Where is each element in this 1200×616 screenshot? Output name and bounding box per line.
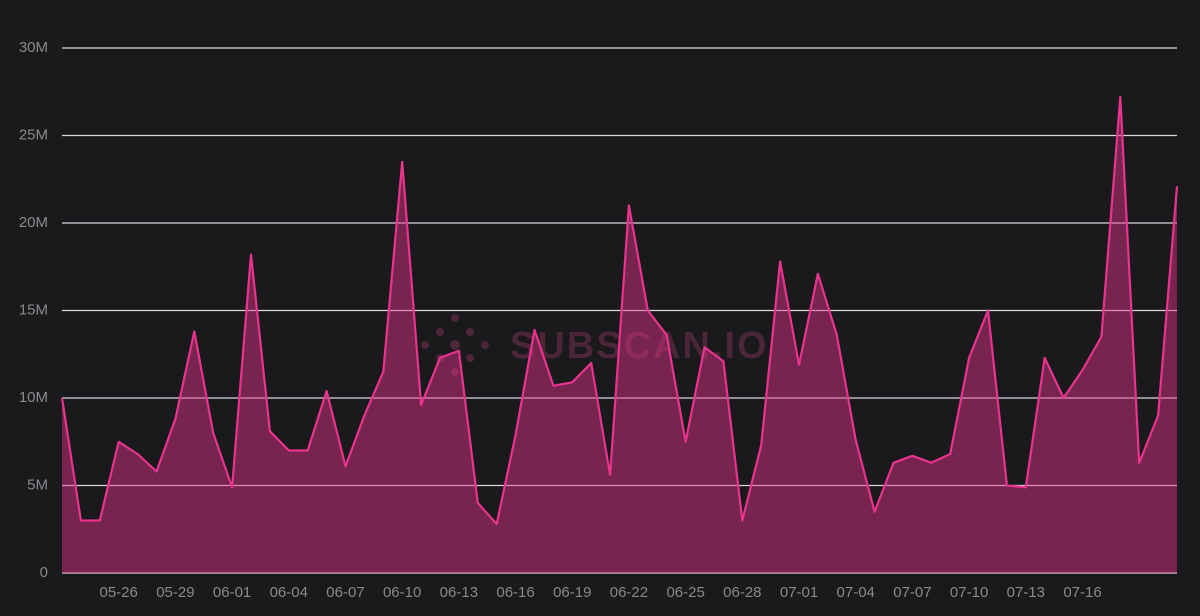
- x-tick-label: 05-26: [100, 584, 138, 601]
- x-tick-label: 07-13: [1007, 584, 1045, 601]
- x-tick-label: 06-22: [610, 584, 648, 601]
- x-tick-label: 06-01: [213, 584, 251, 601]
- y-tick-label: 10M: [19, 389, 48, 406]
- line: [60, 95, 1179, 526]
- watermark-logo: [421, 314, 489, 376]
- x-tick-label: 07-10: [950, 584, 988, 601]
- area: [62, 97, 1177, 573]
- y-tick-label: 30M: [19, 39, 48, 56]
- y-tick-label: 20M: [19, 214, 48, 231]
- x-tick-label: 07-01: [780, 584, 818, 601]
- x-tick-label: 07-04: [837, 584, 875, 601]
- y-tick-label: 0: [40, 564, 48, 581]
- x-tick-label: 06-28: [723, 584, 761, 601]
- x-tick-label: 06-13: [440, 584, 478, 601]
- x-tick-label: 06-16: [496, 584, 534, 601]
- y-tick-label: 15M: [19, 301, 48, 318]
- x-tick-label: 07-07: [893, 584, 931, 601]
- x-tick-label: 06-10: [383, 584, 421, 601]
- y-tick-label: 25M: [19, 126, 48, 143]
- x-tick-label: 06-25: [666, 584, 704, 601]
- watermark: SUBSCAN.IO: [510, 325, 769, 367]
- x-tick-label: 05-29: [156, 584, 194, 601]
- x-tick-label: 06-19: [553, 584, 591, 601]
- x-tick-label: 07-16: [1063, 584, 1101, 601]
- x-tick-label: 06-07: [326, 584, 364, 601]
- x-tick-label: 06-04: [270, 584, 308, 601]
- y-tick-label: 5M: [27, 476, 48, 493]
